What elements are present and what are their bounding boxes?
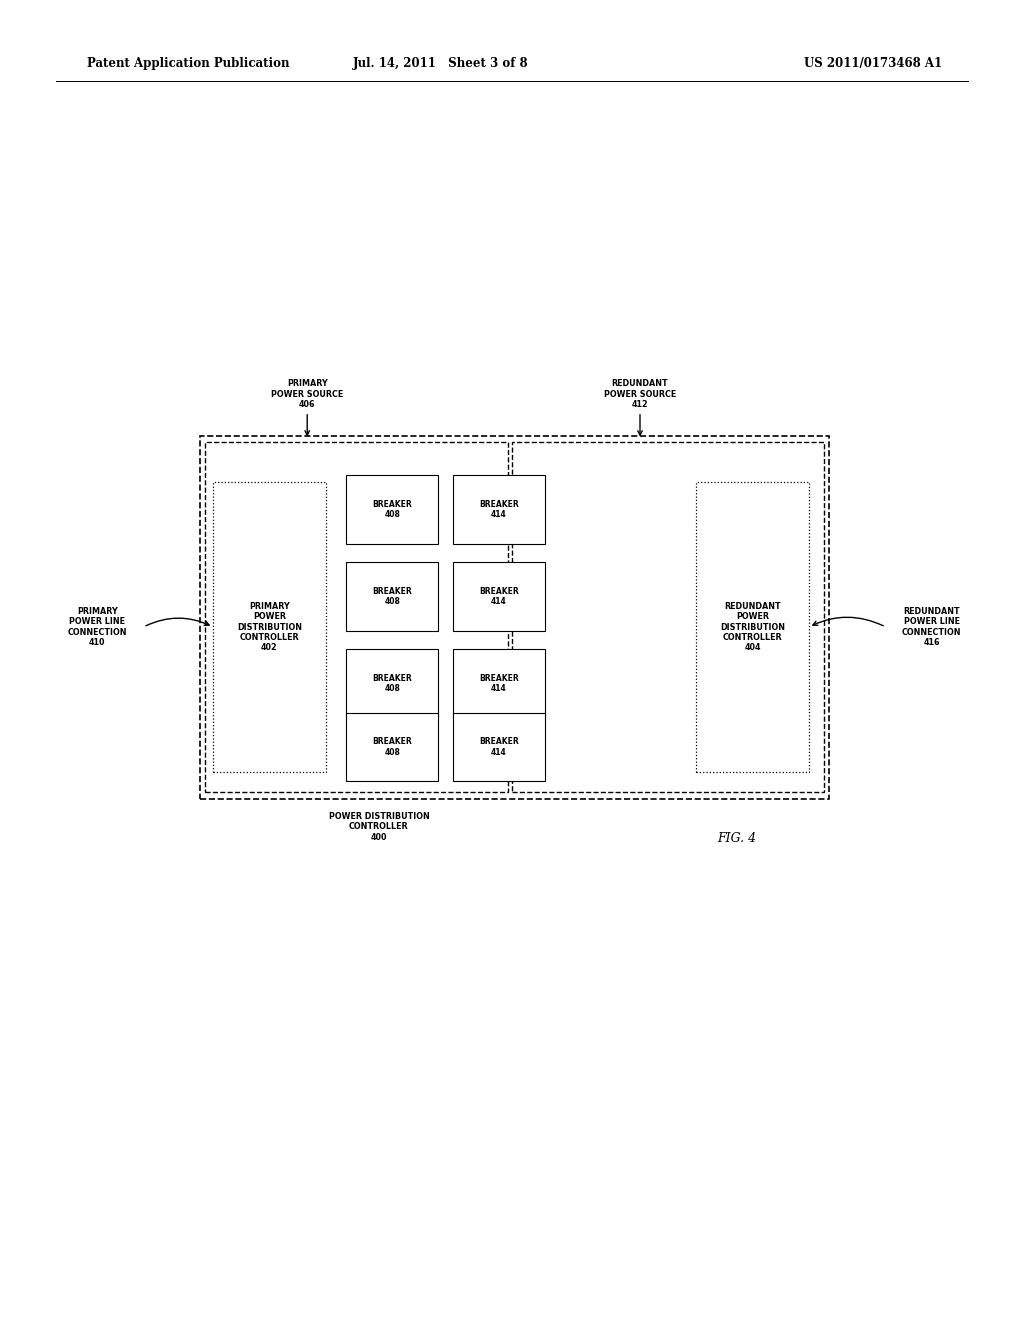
Bar [346,475,438,544]
Text: Patent Application Publication: Patent Application Publication [87,57,290,70]
Text: REDUNDANT
POWER SOURCE
412: REDUNDANT POWER SOURCE 412 [604,379,676,409]
Text: REDUNDANT
POWER LINE
CONNECTION
416: REDUNDANT POWER LINE CONNECTION 416 [902,607,962,647]
Text: Jul. 14, 2011   Sheet 3 of 8: Jul. 14, 2011 Sheet 3 of 8 [352,57,528,70]
Text: BREAKER
414: BREAKER 414 [479,500,518,519]
Text: BREAKER
408: BREAKER 408 [373,587,412,606]
Bar [346,713,438,781]
Text: BREAKER
408: BREAKER 408 [373,675,412,693]
Bar [696,482,809,772]
Bar [512,442,824,792]
Text: BREAKER
408: BREAKER 408 [373,500,412,519]
Text: BREAKER
414: BREAKER 414 [479,675,518,693]
Bar [453,562,545,631]
Text: PRIMARY
POWER LINE
CONNECTION
410: PRIMARY POWER LINE CONNECTION 410 [68,607,127,647]
Bar [453,713,545,781]
Bar [453,649,545,718]
Text: FIG. 4: FIG. 4 [717,832,756,845]
Text: BREAKER
414: BREAKER 414 [479,587,518,606]
Bar [346,649,438,718]
Text: .
.
.: . . . [391,704,393,727]
Text: REDUNDANT
POWER
DISTRIBUTION
CONTROLLER
404: REDUNDANT POWER DISTRIBUTION CONTROLLER … [720,602,785,652]
Text: POWER DISTRIBUTION
CONTROLLER
400: POWER DISTRIBUTION CONTROLLER 400 [329,812,429,842]
Text: BREAKER
414: BREAKER 414 [479,738,518,756]
Bar [200,436,829,799]
Bar [213,482,326,772]
Text: PRIMARY
POWER
DISTRIBUTION
CONTROLLER
402: PRIMARY POWER DISTRIBUTION CONTROLLER 40… [237,602,302,652]
Bar [453,475,545,544]
Bar [346,562,438,631]
Bar [205,442,508,792]
Text: .
.
.: . . . [498,704,500,727]
Text: BREAKER
408: BREAKER 408 [373,738,412,756]
Text: US 2011/0173468 A1: US 2011/0173468 A1 [804,57,942,70]
Text: PRIMARY
POWER SOURCE
406: PRIMARY POWER SOURCE 406 [271,379,343,409]
